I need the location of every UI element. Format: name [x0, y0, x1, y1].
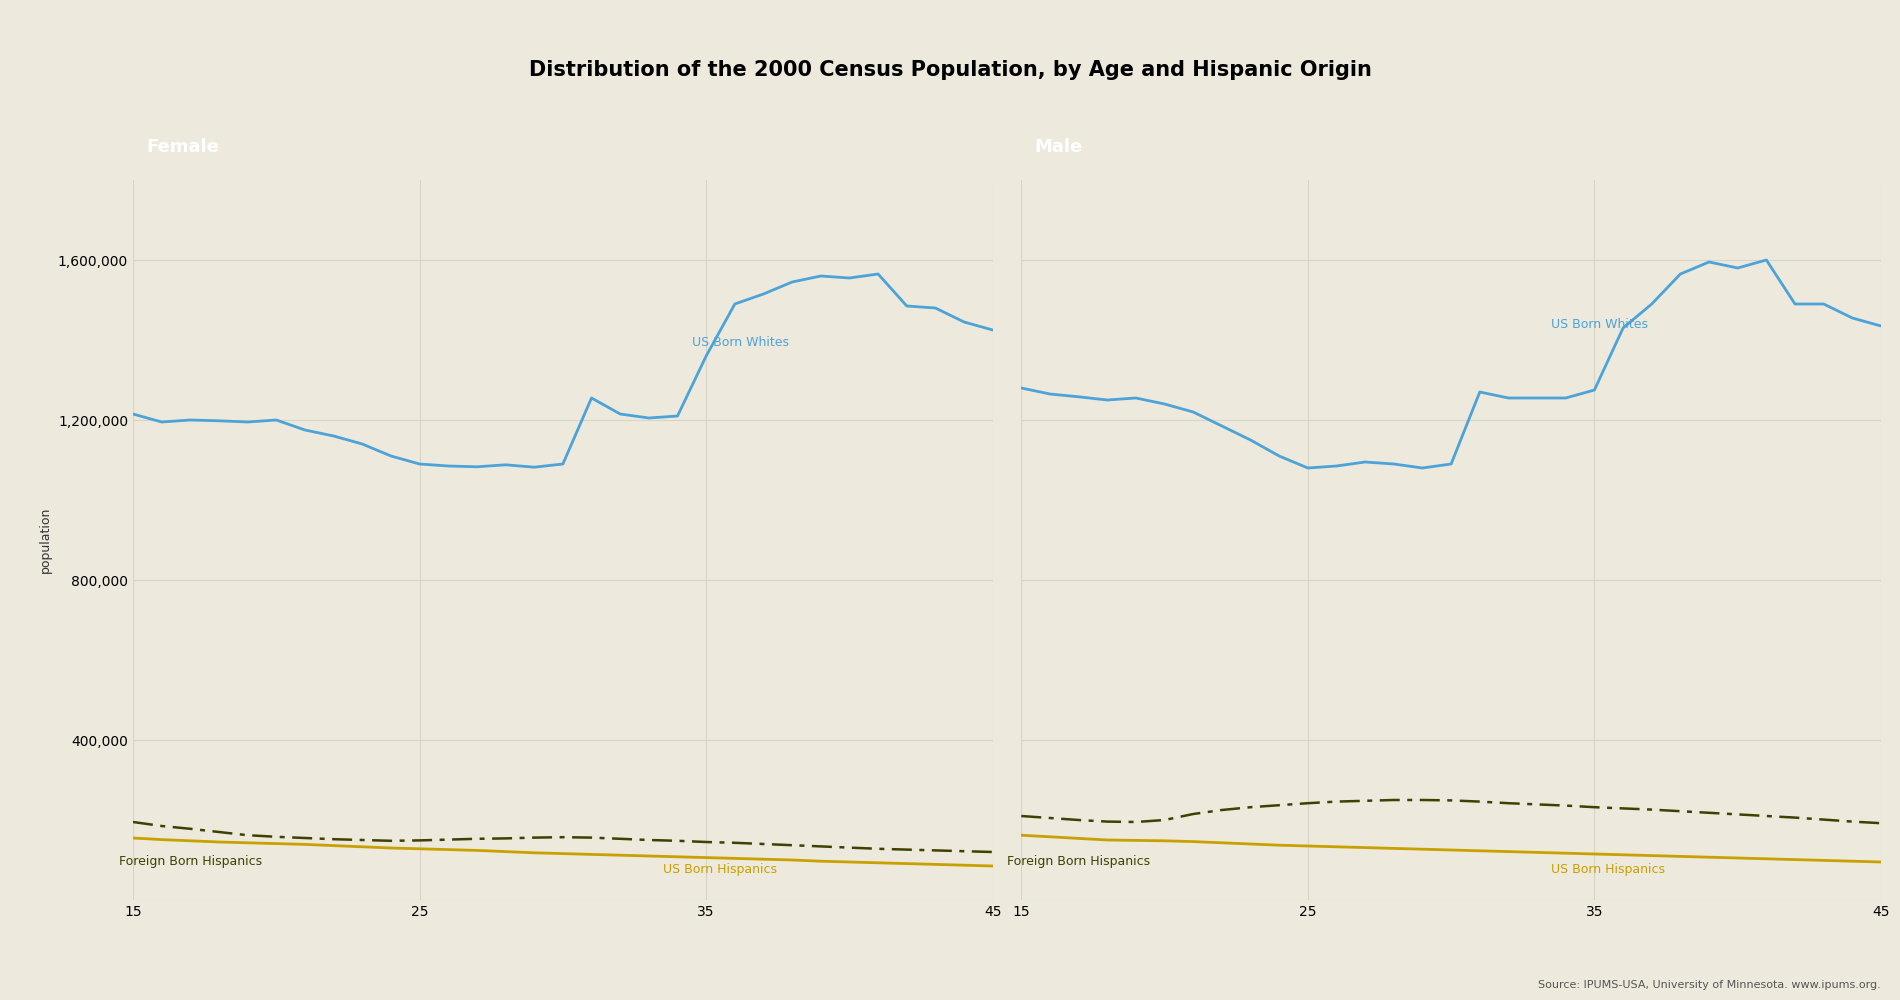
Y-axis label: population: population	[40, 507, 53, 573]
Text: Foreign Born Hispanics: Foreign Born Hispanics	[118, 855, 262, 868]
Text: Male: Male	[1034, 138, 1083, 156]
Text: Foreign Born Hispanics: Foreign Born Hispanics	[1007, 855, 1150, 868]
Text: Female: Female	[146, 138, 219, 156]
Text: US Born Whites: US Born Whites	[1552, 318, 1649, 331]
Text: Source: IPUMS-USA, University of Minnesota. www.ipums.org.: Source: IPUMS-USA, University of Minneso…	[1539, 980, 1881, 990]
Text: US Born Hispanics: US Born Hispanics	[1552, 863, 1666, 876]
Text: US Born Whites: US Born Whites	[692, 336, 788, 349]
Text: Distribution of the 2000 Census Population, by Age and Hispanic Origin: Distribution of the 2000 Census Populati…	[528, 60, 1372, 80]
Text: US Born Hispanics: US Born Hispanics	[663, 863, 777, 876]
